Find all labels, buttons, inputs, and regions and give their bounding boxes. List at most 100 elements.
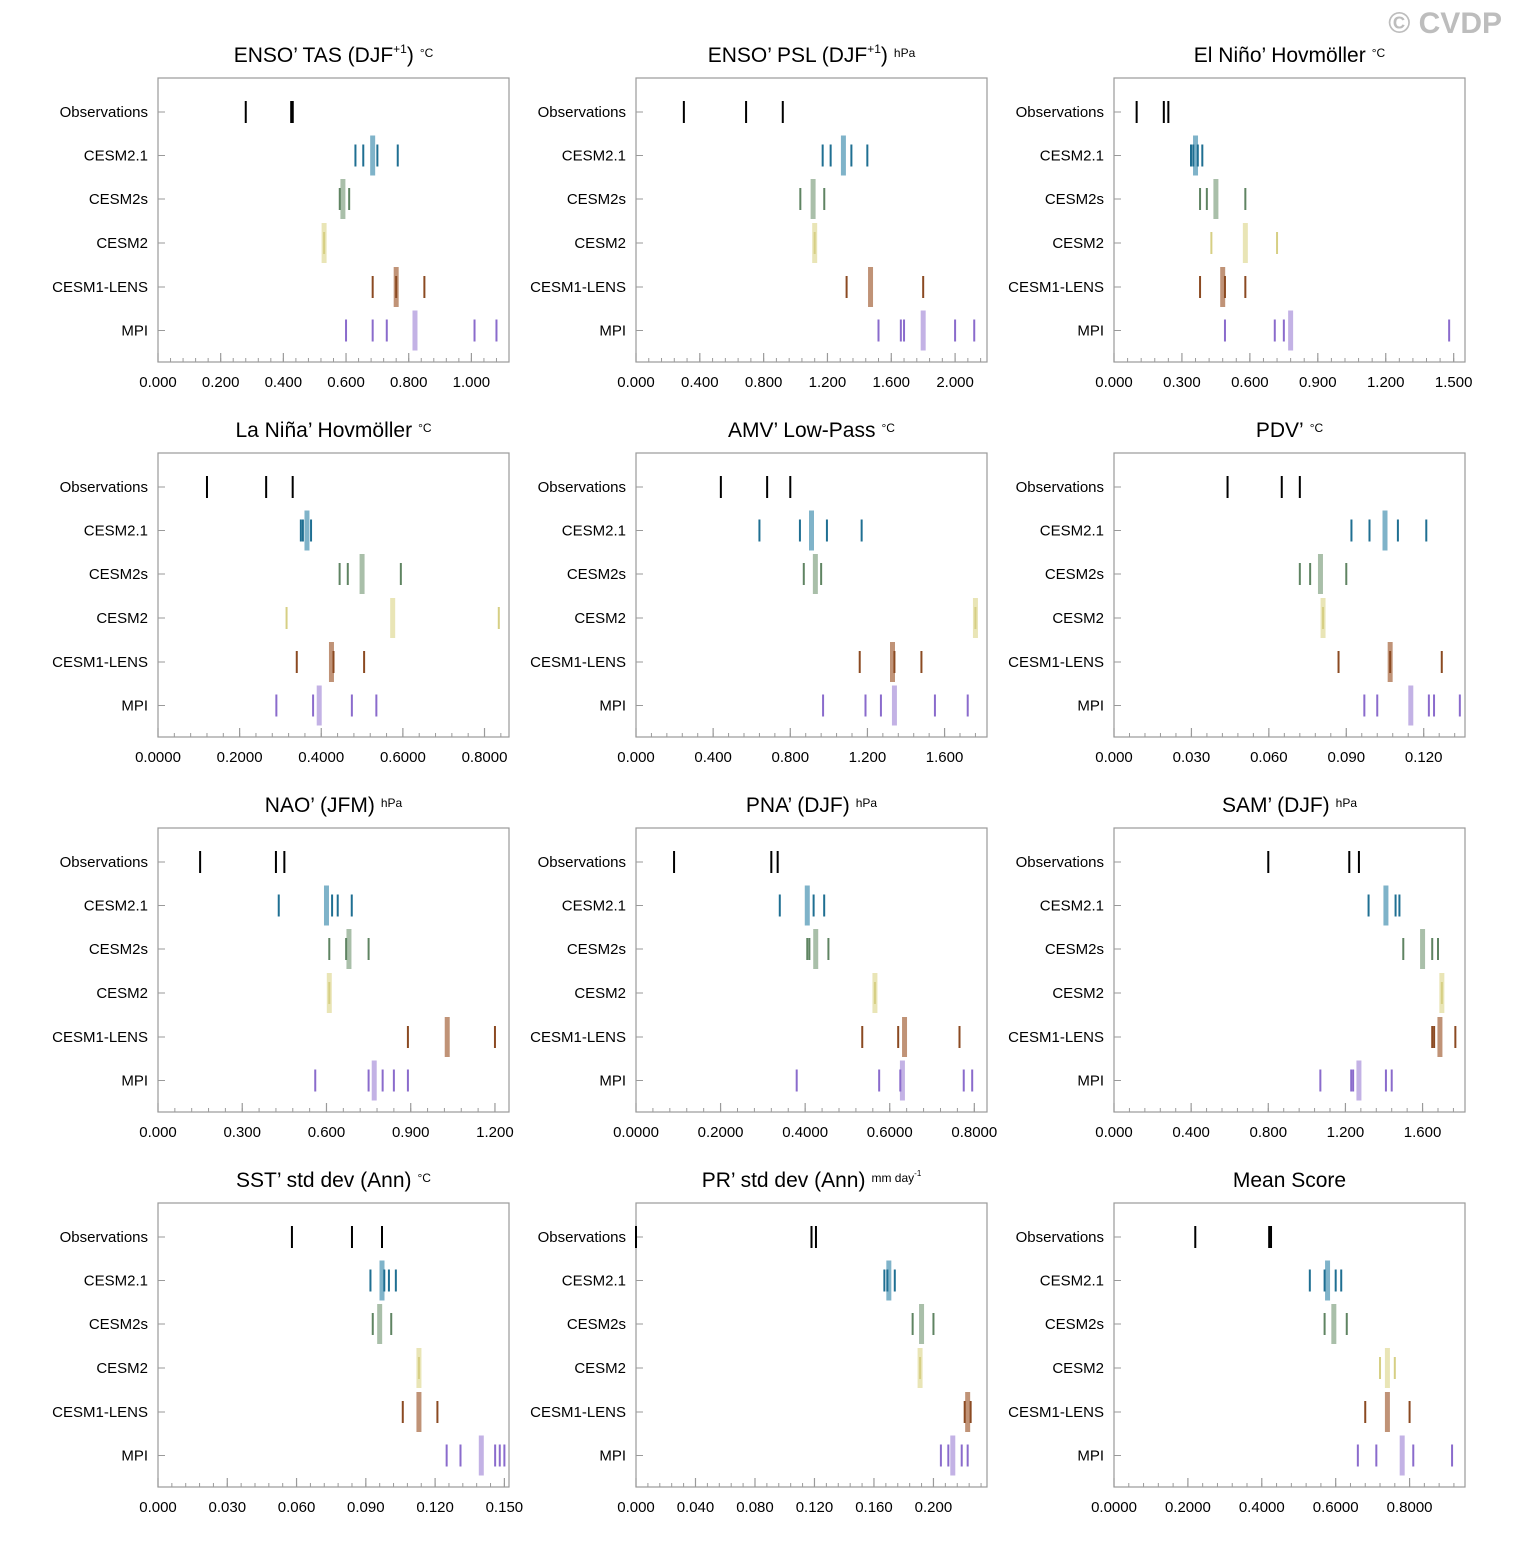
panel-title-text: El Niño’ Hovmöller [1194,44,1366,67]
y-tick-label: MPI [121,698,148,715]
y-tick-label: Observations [538,479,626,496]
y-tick-label: MPI [1077,323,1104,340]
panel-title-text: ENSO’ PSL (DJF [708,44,867,67]
x-tick-label: 0.6000 [867,1124,913,1141]
x-tick-label: 0.000 [1095,749,1133,766]
plot-frame [1113,77,1466,363]
y-tick-label: CESM2s [1045,1316,1104,1333]
panel-title-text: SST’ std dev (Ann) [236,1169,411,1192]
y-tick-label: CESM1-LENS [1008,1029,1104,1046]
chart-panel: PR’ std dev (Ann) mm day-1 Observations CES… [530,1169,988,1516]
y-tick-label: CESM2.1 [1040,1273,1104,1290]
x-tick-label: 0.120 [416,1499,454,1516]
x-tick-label: 0.400 [681,374,719,391]
y-tick-label: CESM2 [96,610,148,627]
panel-title: ENSO’ PSL (DJF+1) hPa [708,42,916,67]
y-tick-label: MPI [1077,698,1104,715]
panel-title-sup: +1 [393,42,407,56]
panel-title: PR’ std dev (Ann) mm day-1 [702,1169,922,1192]
x-tick-label: 0.8000 [951,1124,997,1141]
plot-frame [1113,452,1466,738]
y-tick-label: CESM1-LENS [52,1029,148,1046]
panel-title-text: PR’ std dev (Ann) [702,1169,866,1192]
y-tick-label: CESM2.1 [562,523,626,540]
panel-units: °C [418,421,432,435]
x-tick-label: 1.600 [872,374,910,391]
x-tick-label: 0.000 [617,1499,655,1516]
panel-title-text: PDV’ [1256,419,1304,442]
y-tick-label: MPI [599,1448,626,1465]
panel-units: °C [418,1171,432,1185]
y-tick-label: CESM2 [96,235,148,252]
x-tick-label: 0.200 [915,1499,953,1516]
x-tick-label: 1.200 [476,1124,514,1141]
x-tick-label: 0.000 [617,374,655,391]
y-tick-label: CESM2.1 [84,148,148,165]
x-tick-label: 0.000 [1095,374,1133,391]
x-tick-label: 0.600 [327,374,365,391]
panel-title: Mean Score [1233,1169,1346,1192]
x-tick-label: 0.400 [265,374,303,391]
x-tick-label: 1.500 [1435,374,1473,391]
plot-frame [635,827,988,1113]
y-tick-label: MPI [599,698,626,715]
plot-frame [1113,1202,1466,1488]
y-tick-label: CESM1-LENS [530,1404,626,1421]
y-tick-label: Observations [1016,479,1104,496]
chart-panel: El Niño’ Hovmöller °C Observations CESM2.1 C… [1008,44,1472,391]
panel-title: SAM’ (DJF) hPa [1222,794,1357,817]
x-tick-label: 0.000 [139,1499,177,1516]
x-tick-label: 0.0000 [135,749,181,766]
panel-title-text: ENSO’ TAS (DJF [234,44,393,67]
chart-panel: NAO’ (JFM) hPa Observations CESM2.1 CESM2s CE… [52,794,514,1141]
chart-panel: PNA’ (DJF) hPa Observations CESM2.1 CESM2s CE… [530,794,997,1141]
x-tick-label: 0.800 [1250,1124,1288,1141]
y-tick-label: CESM2 [96,1360,148,1377]
x-tick-label: 0.2000 [217,749,263,766]
x-tick-label: 0.120 [796,1499,834,1516]
y-tick-label: CESM2 [96,985,148,1002]
y-tick-label: CESM2s [89,1316,148,1333]
x-tick-label: 0.6000 [380,749,426,766]
plot-frame [635,452,988,738]
x-tick-label: 0.800 [390,374,428,391]
y-tick-label: CESM1-LENS [52,654,148,671]
x-tick-label: 0.080 [736,1499,774,1516]
panel-title-text: La Niña’ Hovmöller [235,419,412,442]
x-tick-label: 0.300 [223,1124,261,1141]
x-tick-label: 0.030 [1173,749,1211,766]
panel-title-text: NAO’ (JFM) [265,794,375,817]
x-tick-label: 1.200 [849,749,887,766]
x-tick-label: 0.000 [139,374,177,391]
panel-units: °C [420,46,434,60]
plot-frame [635,77,988,363]
y-tick-label: CESM2 [1052,610,1104,627]
x-tick-label: 0.8000 [1387,1499,1433,1516]
x-tick-label: 0.2000 [698,1124,744,1141]
x-tick-label: 0.090 [347,1499,385,1516]
y-tick-label: MPI [121,1073,148,1090]
panel-units: hPa [894,46,916,60]
panel-units: hPa [856,796,878,810]
x-tick-label: 0.800 [772,749,810,766]
y-tick-label: CESM2.1 [84,523,148,540]
x-tick-label: 1.600 [926,749,964,766]
panel-title: AMV’ Low-Pass °C [728,419,895,442]
panel-title: PDV’ °C [1256,419,1324,442]
panel-units: °C [1310,421,1324,435]
plot-frame [1113,827,1466,1113]
y-tick-label: Observations [538,854,626,871]
x-tick-label: 0.600 [308,1124,346,1141]
chart-panel: La Niña’ Hovmöller °C Observations CESM2.1 C… [52,419,510,766]
plot-frame [157,827,510,1113]
panel-title: NAO’ (JFM) hPa [265,794,403,817]
x-tick-label: 1.200 [809,374,847,391]
x-tick-label: 0.000 [1095,1124,1133,1141]
chart-panel: AMV’ Low-Pass °C Observations CESM2.1 CESM2s… [530,419,988,766]
panel-title-text: SAM’ (DJF) [1222,794,1330,817]
y-tick-label: CESM2 [574,1360,626,1377]
chart-panel: Mean Score Observations CESM2.1 CESM2s CESM2… [1008,1169,1466,1516]
y-tick-label: CESM1-LENS [52,1404,148,1421]
x-tick-label: 1.200 [1327,1124,1365,1141]
